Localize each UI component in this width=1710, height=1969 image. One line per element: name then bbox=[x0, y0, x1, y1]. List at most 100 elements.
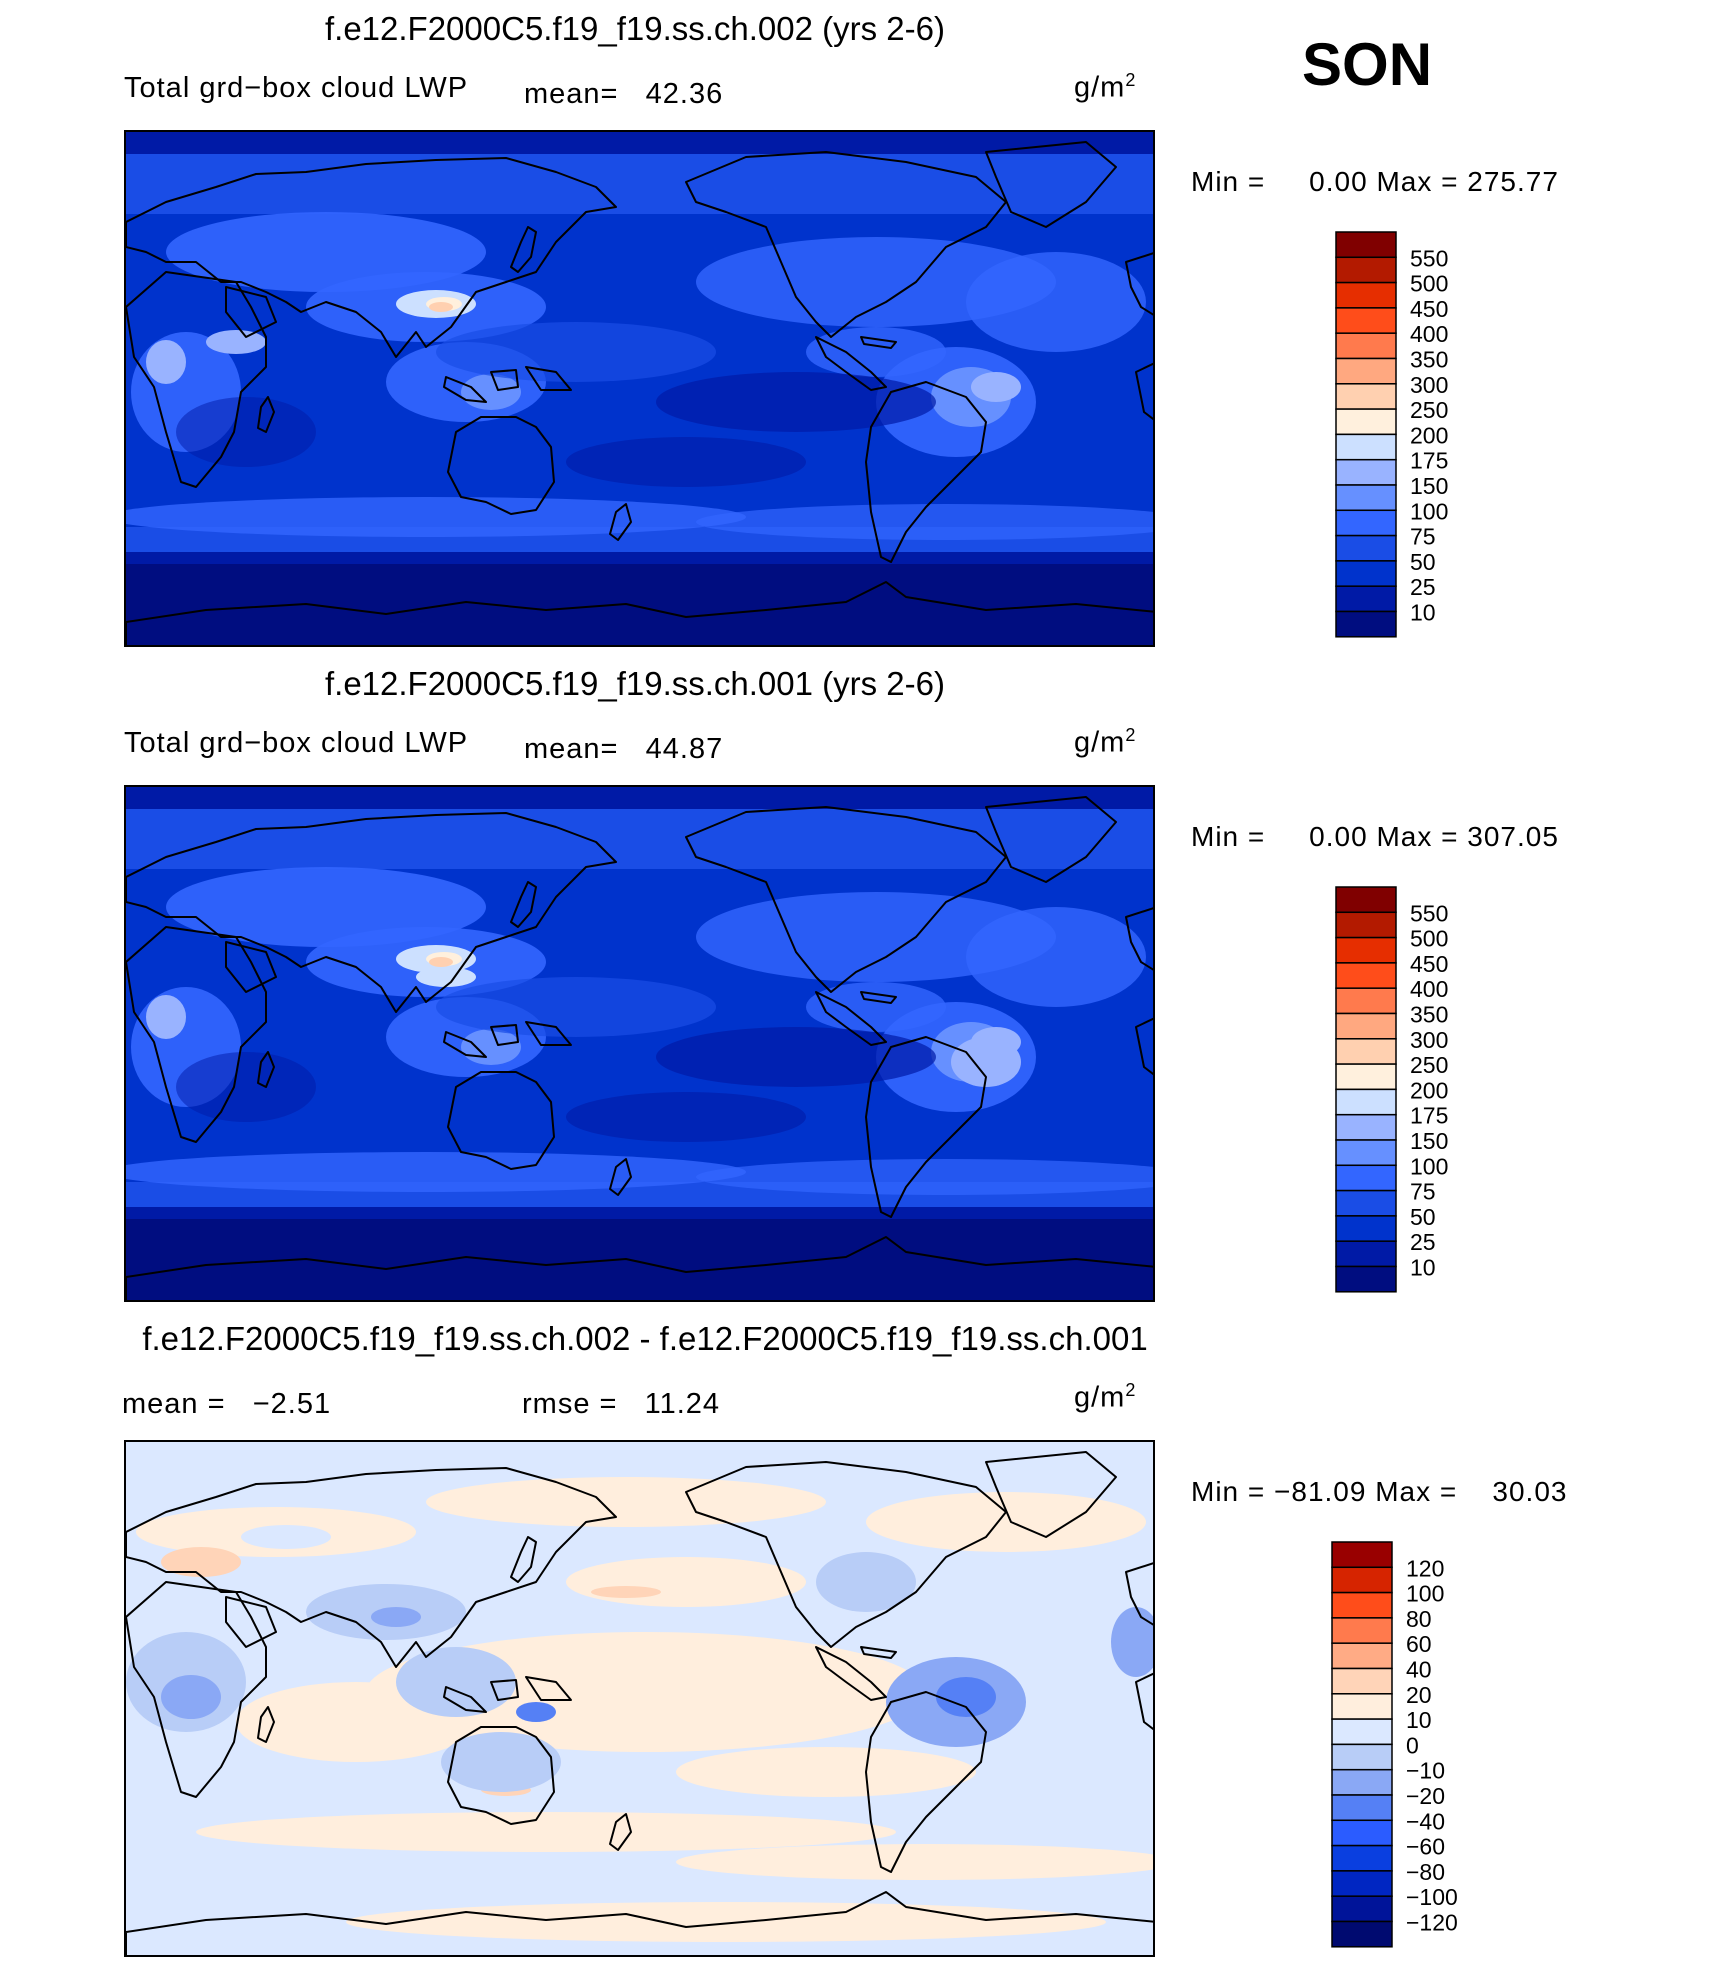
colorbar-tick-label: 150 bbox=[1410, 473, 1448, 499]
coastline bbox=[525, 1676, 572, 1701]
colorbar-tick-label: 250 bbox=[1410, 397, 1448, 423]
panel-2-mean-value: 44.87 bbox=[645, 733, 724, 765]
panel-1-units: g/m2 bbox=[1074, 70, 1136, 105]
colorbar-tick-label: −100 bbox=[1406, 1884, 1458, 1910]
colorbar-tick-label: 500 bbox=[1410, 271, 1448, 297]
field-band bbox=[126, 787, 1153, 809]
field-band bbox=[126, 154, 1153, 214]
colorbar-tick-label: 100 bbox=[1410, 498, 1448, 524]
colorbar-tick-label: 75 bbox=[1410, 1179, 1436, 1205]
panel-1-minmax: Min = 0.00 Max = 275.77 bbox=[1191, 166, 1559, 198]
field-blob bbox=[696, 237, 1056, 327]
panel-2-variable: Total grd−box cloud LWP bbox=[124, 727, 469, 759]
colorbar-box bbox=[1335, 962, 1397, 989]
panel-3-units: g/m2 bbox=[1074, 1380, 1136, 1415]
coastline bbox=[815, 991, 887, 1046]
field-blob bbox=[429, 302, 453, 312]
colorbar-box bbox=[1335, 1265, 1397, 1293]
colorbar-box bbox=[1335, 231, 1397, 259]
panel-3-max-label: Max = bbox=[1375, 1476, 1458, 1507]
coastline bbox=[1125, 907, 1153, 971]
coastline bbox=[815, 1646, 887, 1701]
colorbar-tick-label: 0 bbox=[1406, 1732, 1419, 1758]
field-blob bbox=[206, 330, 266, 354]
colorbar-tick-label: 250 bbox=[1410, 1052, 1448, 1078]
coastline bbox=[609, 1158, 632, 1196]
panel-2-mean: mean= 44.87 bbox=[524, 733, 723, 766]
panel-3-rmse-value: 11.24 bbox=[644, 1388, 721, 1420]
colorbar-box bbox=[1331, 1870, 1393, 1897]
colorbar-box bbox=[1331, 1920, 1393, 1948]
colorbar-tick-label: 50 bbox=[1410, 549, 1436, 575]
panel-1-colorbar-svg: 5505004504003503002502001751501007550251… bbox=[1335, 231, 1448, 638]
coastline bbox=[510, 226, 537, 273]
colorbar-tick-label: 150 bbox=[1410, 1128, 1448, 1154]
colorbar-box bbox=[1335, 560, 1397, 587]
coastline bbox=[685, 806, 1007, 993]
coastline bbox=[1125, 1562, 1153, 1626]
colorbar-tick-label: −60 bbox=[1406, 1834, 1445, 1860]
colorbar-tick-label: 175 bbox=[1410, 448, 1448, 474]
field-blob bbox=[346, 1902, 1106, 1942]
field-blob bbox=[951, 1037, 1021, 1087]
colorbar-tick-label: 400 bbox=[1410, 976, 1448, 1002]
field-blob bbox=[146, 995, 186, 1039]
colorbar-tick-label: 75 bbox=[1410, 524, 1436, 550]
colorbar-tick-label: −120 bbox=[1406, 1910, 1458, 1936]
coastline bbox=[257, 1706, 275, 1743]
panel-3-min-value: −81.09 bbox=[1274, 1476, 1367, 1507]
coastline bbox=[443, 376, 487, 403]
panel-3-rmse: rmse = 11.24 bbox=[522, 1388, 720, 1421]
coastline bbox=[225, 286, 277, 338]
field-blob bbox=[696, 1159, 1153, 1195]
colorbar-box bbox=[1331, 1617, 1393, 1644]
colorbar-box bbox=[1335, 1139, 1397, 1167]
field-band bbox=[126, 552, 1153, 567]
coastline bbox=[447, 416, 555, 515]
colorbar-box bbox=[1335, 307, 1397, 334]
panel-1-min-value: 0.00 bbox=[1309, 166, 1368, 197]
coastline bbox=[443, 1686, 487, 1713]
colorbar-tick-label: 10 bbox=[1410, 600, 1436, 626]
colorbar-tick-label: 400 bbox=[1410, 321, 1448, 347]
coastlines bbox=[126, 796, 1153, 1300]
coastline bbox=[609, 1813, 632, 1851]
colorbar-tick-label: 175 bbox=[1410, 1103, 1448, 1129]
coastline bbox=[685, 151, 1007, 338]
field-blob bbox=[696, 892, 1056, 982]
coastline bbox=[257, 1051, 275, 1088]
field-blob bbox=[656, 372, 936, 432]
field-blob bbox=[656, 1027, 936, 1087]
coastline bbox=[525, 366, 572, 391]
panel-2-units-exp: 2 bbox=[1125, 725, 1137, 745]
panel-2-min-value: 0.00 bbox=[1309, 821, 1368, 852]
coastline bbox=[525, 1021, 572, 1046]
panel-3-min-label: Min = bbox=[1191, 1476, 1266, 1507]
field-blob bbox=[591, 1586, 661, 1598]
colorbar-box bbox=[1331, 1794, 1393, 1822]
colorbar-tick-label: 300 bbox=[1410, 372, 1448, 398]
colorbar-box bbox=[1331, 1895, 1393, 1923]
field-blob bbox=[866, 1492, 1146, 1552]
colorbar-box bbox=[1335, 332, 1397, 360]
colorbar-tick-label: 350 bbox=[1410, 1002, 1448, 1028]
field-blob bbox=[146, 340, 186, 384]
colorbar-tick-label: 60 bbox=[1406, 1631, 1432, 1657]
colorbar-box bbox=[1335, 1215, 1397, 1242]
colorbar-tick-label: 500 bbox=[1410, 926, 1448, 952]
coastline bbox=[985, 141, 1117, 228]
colorbar-box bbox=[1331, 1566, 1393, 1594]
panel-3-units-base: g/m bbox=[1074, 1381, 1126, 1414]
panel-2-colorbar-svg: 5505004504003503002502001751501007550251… bbox=[1335, 886, 1448, 1293]
panel-2-minmax: Min = 0.00 Max = 307.05 bbox=[1191, 821, 1559, 853]
panel-1-map bbox=[124, 130, 1155, 647]
coastline bbox=[126, 1467, 617, 1668]
field-blob bbox=[816, 1552, 916, 1612]
coastline bbox=[1135, 362, 1153, 421]
field-blob bbox=[416, 967, 476, 987]
field-blob bbox=[436, 977, 716, 1037]
panel-1-variable: Total grd−box cloud LWP bbox=[124, 72, 469, 104]
panel-1-map-svg bbox=[126, 132, 1153, 645]
panel-2-max-value: 307.05 bbox=[1467, 821, 1559, 852]
panel-3-max-value: 30.03 bbox=[1492, 1476, 1568, 1507]
